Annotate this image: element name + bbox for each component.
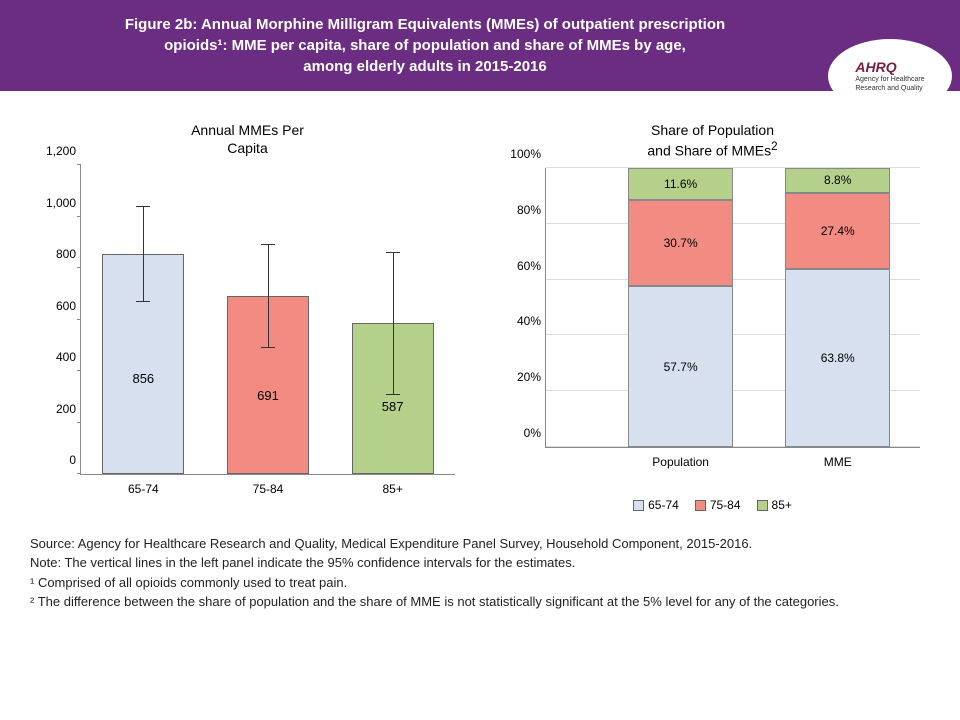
legend-label: 65-74 xyxy=(648,498,679,512)
y-tick-label: 1,200 xyxy=(31,144,76,158)
legend-item-75-84: 75-84 xyxy=(695,498,741,512)
segment-85+: 8.8% xyxy=(785,168,890,193)
y-tick-mark xyxy=(77,370,81,371)
left-chart-title: Annual MMEs PerCapita xyxy=(30,121,465,157)
error-cap xyxy=(261,347,275,348)
y-tick-label: 800 xyxy=(31,247,76,261)
x-tick-label: MME xyxy=(824,455,852,469)
right-title-l2: and Share of MMEs xyxy=(647,143,771,159)
bar-value-label: 691 xyxy=(228,388,308,403)
segment-65-74: 57.7% xyxy=(628,286,733,447)
error-bar xyxy=(143,207,144,302)
x-tick-label: 85+ xyxy=(382,482,402,496)
stacked-chart: 0%20%40%60%80%100%57.7%30.7%11.6%Populat… xyxy=(495,168,930,478)
error-cap xyxy=(386,252,400,253)
title-line-2: opioids¹: MME per capita, share of popul… xyxy=(164,37,686,54)
legend-swatch xyxy=(757,500,768,511)
figure-header: Figure 2b: Annual Morphine Milligram Equ… xyxy=(0,0,960,91)
y-tick-label: 400 xyxy=(31,350,76,364)
left-panel: Annual MMEs PerCapita 02004006008001,000… xyxy=(30,121,465,514)
stack-plot-area: 0%20%40%60%80%100%57.7%30.7%11.6%Populat… xyxy=(545,168,920,448)
y-tick-label: 0 xyxy=(31,453,76,467)
bar-chart: 02004006008001,0001,20085665-7469175-845… xyxy=(30,165,465,505)
logo-sub: Agency for HealthcareResearch and Qualit… xyxy=(855,76,924,92)
error-bar xyxy=(268,245,269,348)
source-note: Source: Agency for Healthcare Research a… xyxy=(30,534,930,554)
legend-swatch xyxy=(633,500,644,511)
error-cap xyxy=(136,301,150,302)
segment-85+: 11.6% xyxy=(628,168,733,200)
y-tick-label: 100% xyxy=(496,147,541,161)
bar-value-label: 856 xyxy=(103,371,183,386)
y-tick-label: 1,000 xyxy=(31,196,76,210)
legend-item-65-74: 65-74 xyxy=(633,498,679,512)
right-panel: Share of Population and Share of MMEs2 0… xyxy=(495,121,930,514)
y-tick-mark xyxy=(77,422,81,423)
x-tick-label: 75-84 xyxy=(253,482,284,496)
y-tick-mark xyxy=(77,164,81,165)
y-tick-mark xyxy=(77,319,81,320)
bar-plot-area: 02004006008001,0001,20085665-7469175-845… xyxy=(80,165,455,475)
y-tick-label: 0% xyxy=(496,426,541,440)
logo-text: AHRQ Agency for HealthcareResearch and Q… xyxy=(855,60,924,93)
right-title-sup: 2 xyxy=(771,140,777,153)
ahrq-logo: AHRQ Agency for HealthcareResearch and Q… xyxy=(830,41,950,111)
legend: 65-74 75-84 85+ xyxy=(495,498,930,514)
charts-row: Annual MMEs PerCapita 02004006008001,000… xyxy=(0,91,960,524)
y-tick-label: 80% xyxy=(496,203,541,217)
stack-Population: 57.7%30.7%11.6% xyxy=(628,168,733,447)
y-tick-label: 40% xyxy=(496,314,541,328)
footnote-2: ² The difference between the share of po… xyxy=(30,592,930,612)
footnote-1: ¹ Comprised of all opioids commonly used… xyxy=(30,573,930,593)
error-cap xyxy=(261,244,275,245)
segment-75-84: 27.4% xyxy=(785,193,890,269)
segment-65-74: 63.8% xyxy=(785,269,890,447)
y-tick-label: 200 xyxy=(31,402,76,416)
y-tick-label: 60% xyxy=(496,259,541,273)
legend-item-85+: 85+ xyxy=(757,498,792,512)
footnotes: Source: Agency for Healthcare Research a… xyxy=(0,524,960,632)
y-tick-mark xyxy=(77,216,81,217)
logo-brand: AHRQ xyxy=(855,59,896,75)
error-cap xyxy=(136,206,150,207)
legend-label: 75-84 xyxy=(710,498,741,512)
ci-note: Note: The vertical lines in the left pan… xyxy=(30,553,930,573)
error-bar xyxy=(393,253,394,395)
figure-title: Figure 2b: Annual Morphine Milligram Equ… xyxy=(30,14,820,77)
stack-MME: 63.8%27.4%8.8% xyxy=(785,168,890,447)
error-cap xyxy=(386,394,400,395)
bar-value-label: 587 xyxy=(353,399,433,414)
x-tick-label: Population xyxy=(652,455,709,469)
title-line-1: Figure 2b: Annual Morphine Milligram Equ… xyxy=(125,16,725,33)
right-title-l1: Share of Population xyxy=(651,122,774,138)
right-chart-title: Share of Population and Share of MMEs2 xyxy=(495,121,930,160)
y-tick-label: 20% xyxy=(496,370,541,384)
title-line-3: among elderly adults in 2015-2016 xyxy=(303,58,546,75)
x-tick-label: 65-74 xyxy=(128,482,159,496)
y-tick-mark xyxy=(77,473,81,474)
y-tick-label: 600 xyxy=(31,299,76,313)
legend-swatch xyxy=(695,500,706,511)
legend-label: 85+ xyxy=(772,498,792,512)
segment-75-84: 30.7% xyxy=(628,200,733,286)
y-tick-mark xyxy=(77,267,81,268)
